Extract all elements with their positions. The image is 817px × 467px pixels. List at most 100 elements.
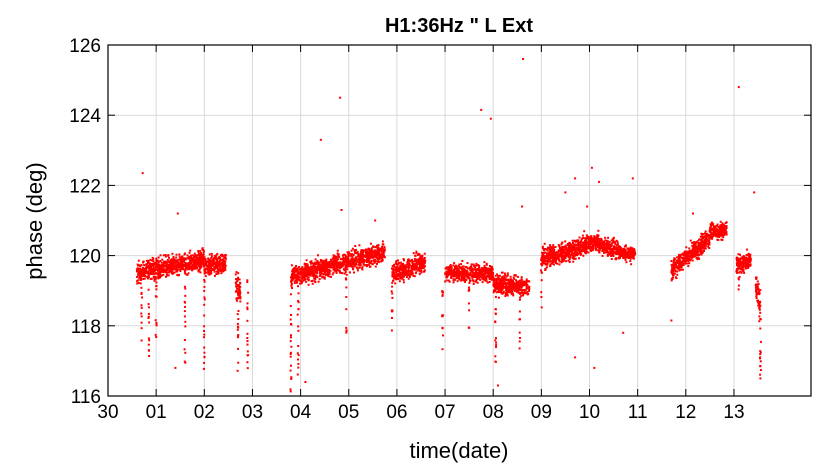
- data-point: [307, 276, 310, 279]
- data-point: [606, 247, 609, 250]
- data-point: [377, 251, 380, 254]
- data-point: [352, 268, 355, 271]
- data-point: [561, 252, 564, 255]
- data-point: [332, 262, 335, 265]
- data-point: [564, 248, 567, 250]
- data-point: [460, 278, 463, 281]
- data-point: [170, 262, 173, 265]
- data-point: [502, 290, 505, 293]
- data-point: [574, 248, 577, 251]
- data-point: [628, 250, 631, 253]
- data-point: [564, 244, 567, 247]
- data-point: [621, 253, 624, 256]
- data-point: [340, 266, 342, 269]
- data-point: [358, 244, 361, 247]
- data-point: [567, 259, 570, 262]
- data-point: [745, 256, 748, 259]
- data-point: [378, 252, 381, 255]
- data-point: [343, 272, 346, 275]
- data-point: [473, 273, 476, 276]
- data-point: [445, 272, 448, 275]
- data-point: [186, 263, 189, 266]
- data-point: [407, 267, 410, 270]
- data-point: [700, 245, 702, 248]
- data-point: [692, 254, 695, 257]
- data-point: [146, 265, 149, 268]
- data-point: [154, 272, 157, 275]
- data-point: [506, 278, 509, 281]
- data-point: [505, 282, 508, 285]
- data-point: [382, 253, 385, 256]
- data-point: [673, 259, 676, 262]
- data-point: [632, 250, 635, 253]
- data-point: [611, 241, 614, 244]
- data-point: [552, 246, 555, 249]
- data-point: [606, 241, 609, 244]
- data-point: [313, 261, 316, 264]
- data-point: [373, 251, 376, 254]
- data-point: [723, 228, 726, 231]
- data-point: [305, 280, 308, 283]
- data-point: [623, 251, 626, 254]
- data-point: [517, 289, 520, 292]
- data-point: [346, 251, 349, 254]
- data-point: [696, 257, 699, 259]
- data-point: [392, 271, 395, 274]
- data-point: [554, 257, 557, 260]
- data-point: [332, 254, 335, 257]
- data-point: [709, 236, 711, 239]
- data-point: [469, 273, 472, 276]
- data-point: [291, 269, 294, 272]
- data-point: [708, 247, 711, 249]
- data-point: [355, 262, 358, 265]
- data-point: [503, 272, 506, 275]
- data-point: [343, 269, 346, 272]
- data-point: [480, 268, 483, 271]
- data-point: [612, 250, 615, 253]
- data-point: [471, 267, 474, 270]
- data-point: [383, 255, 385, 258]
- data-point: [212, 260, 215, 263]
- data-point: [585, 238, 588, 241]
- data-point: [180, 264, 183, 267]
- data-point: [366, 259, 368, 262]
- data-point: [354, 245, 357, 247]
- data-point: [353, 260, 356, 263]
- data-point: [671, 272, 674, 275]
- data-point: [633, 248, 635, 251]
- data-point: [701, 236, 704, 239]
- data-point: [349, 252, 352, 255]
- data-point: [615, 257, 618, 260]
- data-point: [365, 252, 368, 255]
- data-point: [423, 266, 426, 269]
- data-point: [526, 286, 529, 289]
- data-point: [585, 252, 588, 255]
- data-point: [479, 278, 482, 281]
- data-point: [350, 257, 353, 260]
- data-point: [190, 254, 193, 257]
- data-point: [716, 232, 719, 235]
- data-point: [415, 252, 418, 255]
- data-point: [498, 281, 500, 284]
- data-point: [480, 276, 483, 279]
- data-point: [541, 259, 544, 262]
- data-point: [301, 270, 304, 273]
- data-point: [693, 241, 696, 244]
- data-point: [707, 245, 710, 248]
- data-point: [568, 244, 571, 247]
- data-point: [150, 264, 153, 267]
- data-point: [168, 256, 170, 259]
- data-point: [453, 278, 456, 281]
- data-point: [205, 264, 207, 266]
- data-point: [500, 292, 503, 295]
- data-point: [514, 286, 517, 289]
- data-point: [217, 272, 220, 275]
- data-point: [166, 259, 169, 261]
- data-point: [576, 249, 579, 252]
- data-point: [546, 249, 549, 252]
- data-point: [604, 242, 607, 245]
- data-point: [746, 257, 749, 260]
- data-point: [723, 234, 726, 236]
- data-point: [508, 278, 511, 281]
- data-point: [552, 247, 555, 250]
